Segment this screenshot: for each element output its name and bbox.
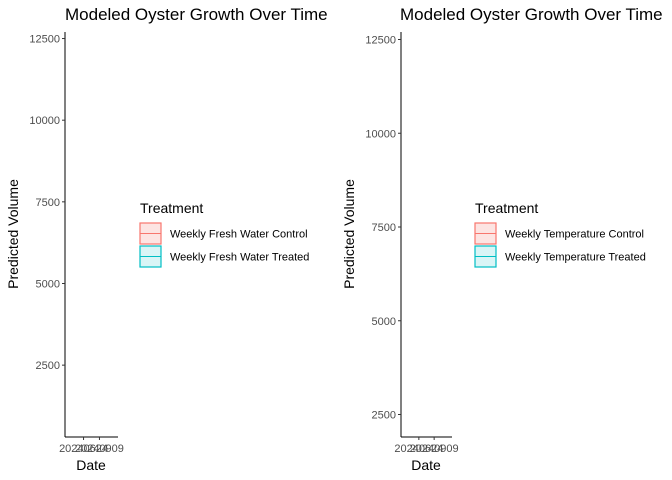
y-ticks-2: 2500 5000 7500 10000 12500 <box>365 35 401 422</box>
y-ticks-1: 2500 5000 7500 10000 12500 <box>29 34 65 372</box>
legend-item: Weekly Fresh Water Control <box>139 222 308 245</box>
legend-1: Treatment Weekly Fresh Water ControlWeek… <box>139 200 309 268</box>
x-axis-title-1: Date <box>76 457 106 473</box>
legend-keys-2: Weekly Temperature Control Weekly Tempera… <box>474 222 646 268</box>
chart-title-1: Modeled Oyster Growth Over Time <box>65 5 328 24</box>
legend-item: Weekly Fresh Water Treated <box>139 245 309 268</box>
y-axis-title-2: Predicted Volume <box>341 179 357 289</box>
chart-panel-2: Modeled Oyster Growth Over Time 2500 5000… <box>341 5 663 473</box>
chart-panel-1: Modeled Oyster Growth Over Time 2500 5000… <box>5 5 328 473</box>
legend-item: Weekly Temperature Control <box>474 222 644 245</box>
chart-title-2: Modeled Oyster Growth Over Time <box>400 5 663 24</box>
legend-2: Treatment Weekly Temperature ControlWeek… <box>474 200 646 268</box>
y-tick-label: 7500 <box>36 197 60 209</box>
legend-title-1: Treatment <box>140 200 203 216</box>
y-axis-title-1: Predicted Volume <box>5 179 21 289</box>
x-tick-label: 20240909 <box>75 443 124 455</box>
legend-title-2: Treatment <box>475 200 538 216</box>
y-tick-label: 12500 <box>365 35 396 47</box>
y-tick-label: 2500 <box>372 410 396 422</box>
x-axis-title-2: Date <box>411 457 441 473</box>
y-tick-label: 10000 <box>29 115 60 127</box>
legend-label: Weekly Fresh Water Control <box>170 229 308 241</box>
y-tick-label: 5000 <box>372 316 396 328</box>
y-tick-label: 12500 <box>29 34 60 46</box>
y-tick-label: 7500 <box>372 222 396 234</box>
y-tick-label: 2500 <box>36 360 60 372</box>
legend-item: Weekly Temperature Treated <box>474 245 646 268</box>
x-tick-label: 20240624 <box>394 443 443 455</box>
y-tick-label: 5000 <box>36 278 60 290</box>
x-tick-label: 20240624 <box>59 443 108 455</box>
x-tick-label: 20240909 <box>410 443 459 455</box>
legend-label: Weekly Temperature Treated <box>505 252 646 264</box>
legend-label: Weekly Temperature Control <box>505 229 644 241</box>
legend-label: Weekly Fresh Water Treated <box>170 252 309 264</box>
y-tick-label: 10000 <box>365 128 396 140</box>
legend-keys-1: Weekly Fresh Water Control Weekly Fresh W… <box>139 222 309 268</box>
